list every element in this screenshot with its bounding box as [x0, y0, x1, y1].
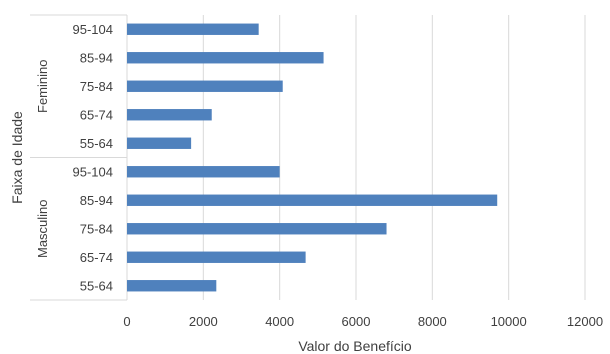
x-tick-label: 8000	[418, 314, 447, 329]
x-tick-label: 12000	[567, 314, 603, 329]
x-tick-label: 6000	[342, 314, 371, 329]
bar	[127, 23, 259, 35]
category-label: 85-94	[80, 50, 113, 65]
bar	[127, 280, 217, 292]
bar	[127, 223, 387, 235]
category-label: 95-104	[73, 164, 113, 179]
x-tick-label: 4000	[265, 314, 294, 329]
category-label: 55-64	[80, 278, 113, 293]
bar	[127, 137, 192, 149]
bar	[127, 52, 324, 64]
y-axis-title: Faixa de Idade	[9, 111, 25, 204]
group-label: Masculino	[35, 199, 50, 258]
x-axis-title: Valor do Benefício	[298, 338, 412, 354]
category-label: 75-84	[80, 79, 113, 94]
x-tick-labels: 0 2000 4000 6000 8000 10000 12000	[123, 314, 603, 329]
bar	[127, 80, 283, 92]
x-tick-label: 0	[123, 314, 130, 329]
bar	[127, 251, 306, 263]
bar	[127, 166, 280, 178]
bars	[127, 23, 498, 292]
bar	[127, 109, 212, 121]
group-labels: Feminino Masculino	[35, 60, 50, 259]
category-label: 55-64	[80, 136, 113, 151]
bar	[127, 194, 498, 206]
category-label: 85-94	[80, 193, 113, 208]
group-label: Feminino	[35, 60, 50, 113]
category-label: 75-84	[80, 221, 113, 236]
category-label: 65-74	[80, 107, 113, 122]
category-label: 65-74	[80, 250, 113, 265]
x-tick-label: 2000	[189, 314, 218, 329]
x-tick-label: 10000	[491, 314, 527, 329]
category-labels: 95-104 85-94 75-84 65-74 55-64 95-104 85-94 75-…	[73, 22, 113, 294]
category-label: 95-104	[73, 22, 113, 37]
